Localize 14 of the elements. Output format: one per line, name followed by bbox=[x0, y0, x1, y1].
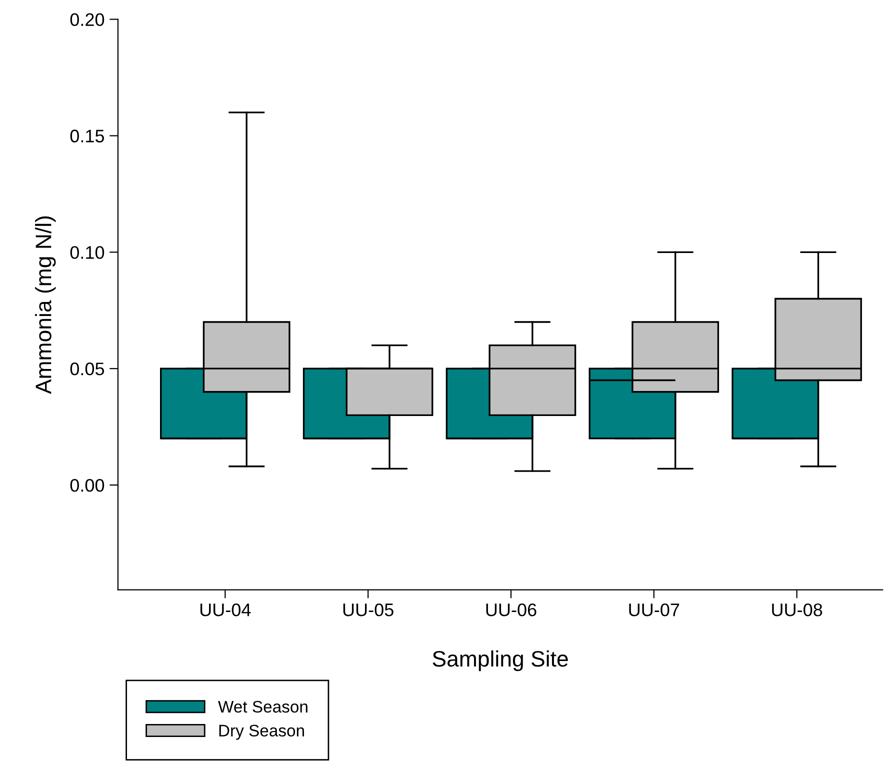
legend-label: Dry Season bbox=[219, 724, 304, 740]
y-tick-label: 0.10 bbox=[70, 246, 104, 259]
y-axis-title: Ammonia (mg N/l) bbox=[35, 216, 56, 394]
legend-label: Wet Season bbox=[218, 700, 308, 713]
y-tick-label: 0.00 bbox=[70, 478, 104, 492]
x-tick-label: UU-05 bbox=[343, 603, 394, 616]
x-tick-label: UU-06 bbox=[486, 603, 536, 616]
y-tick-label: 0.15 bbox=[70, 130, 104, 142]
x-axis-title: Sampling Site bbox=[432, 650, 568, 672]
y-tick-label: 0.20 bbox=[70, 13, 104, 26]
x-tick-label: UU-04 bbox=[200, 603, 251, 616]
y-tick-label: 0.05 bbox=[70, 362, 104, 376]
x-tick-label: UU-07 bbox=[629, 603, 680, 616]
x-tick-label: UU-08 bbox=[772, 603, 822, 616]
